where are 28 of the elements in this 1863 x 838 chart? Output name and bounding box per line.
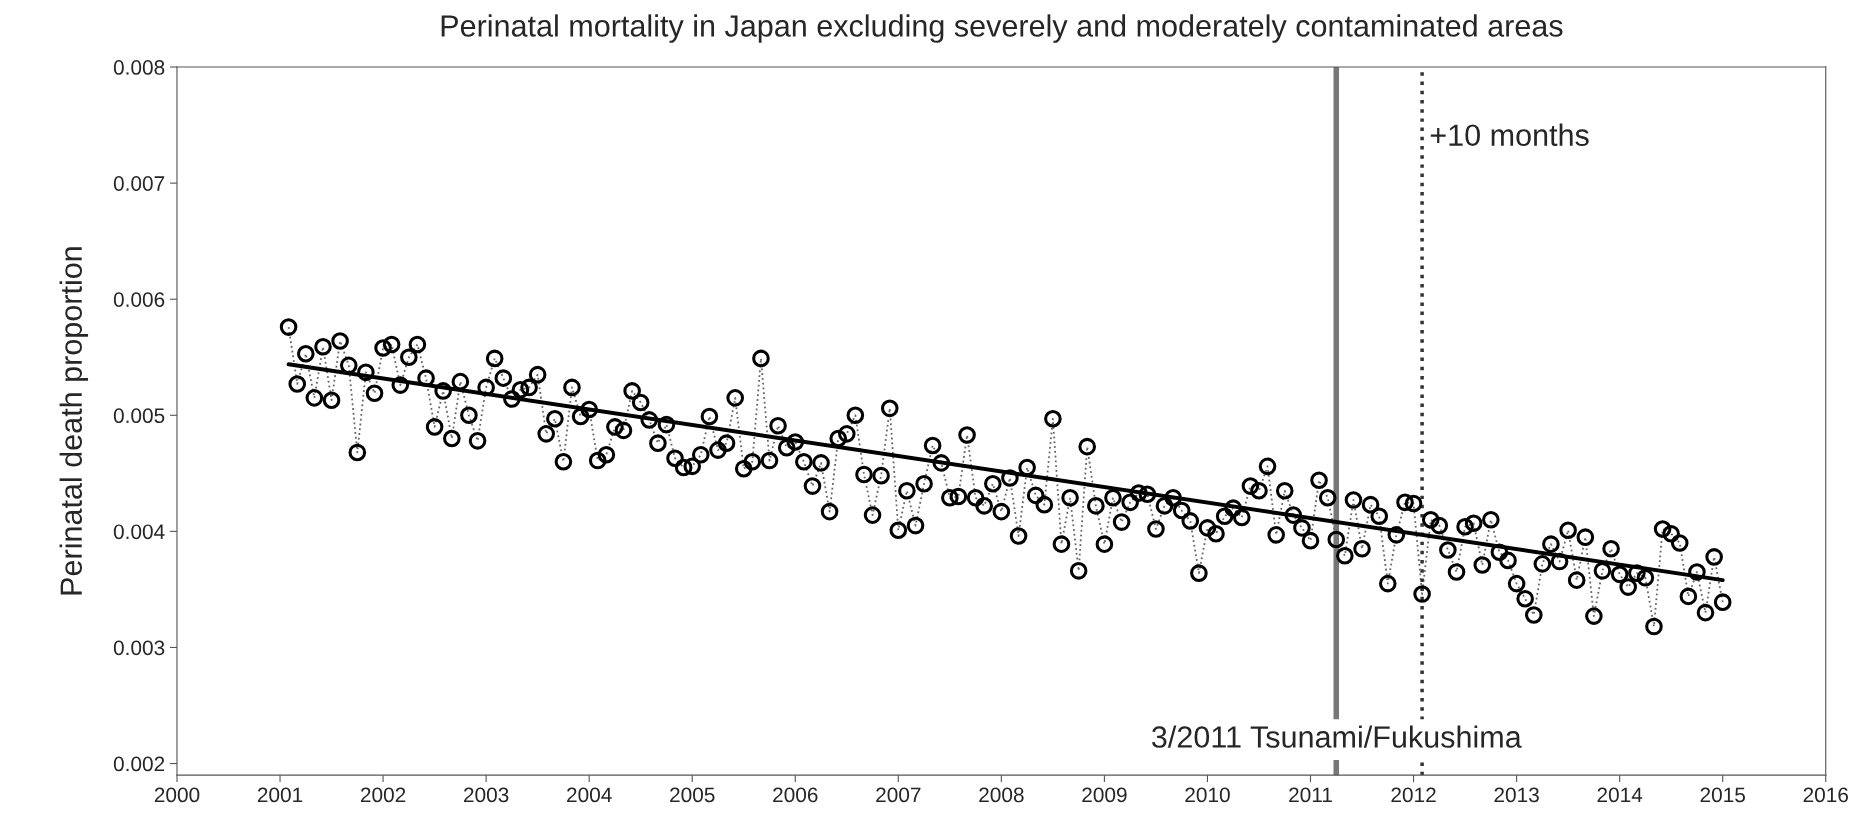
x-tick-label: 2005 bbox=[670, 787, 715, 803]
x-tick-label: 2009 bbox=[1082, 787, 1127, 803]
x-tick-label: 2010 bbox=[1185, 787, 1230, 803]
x-tick-label: 2013 bbox=[1494, 787, 1539, 803]
y-tick-label: 0.006 bbox=[113, 292, 165, 307]
y-tick-label: 0.002 bbox=[113, 756, 165, 772]
x-tick-label: 2001 bbox=[257, 787, 303, 803]
x-tick-label: 2004 bbox=[567, 787, 612, 803]
x-tick-label: 2000 bbox=[154, 787, 200, 803]
x-tick-label: 2012 bbox=[1391, 787, 1436, 803]
y-axis-title: Perinatal death proportion bbox=[59, 247, 89, 595]
ref-line-label: +10 months bbox=[1430, 123, 1589, 147]
x-tick-label: 2011 bbox=[1289, 787, 1332, 803]
x-tick-label: 2015 bbox=[1700, 787, 1745, 803]
y-tick-label: 0.008 bbox=[113, 60, 165, 75]
x-tick-label: 2002 bbox=[360, 787, 406, 803]
ref-line-label: 3/2011 Tsunami/Fukushima bbox=[1152, 725, 1522, 748]
y-tick-label: 0.005 bbox=[113, 408, 165, 424]
y-tick-label: 0.007 bbox=[113, 176, 165, 191]
x-tick-label: 2008 bbox=[979, 787, 1024, 803]
y-tick-label: 0.004 bbox=[113, 524, 165, 540]
x-tick-label: 2007 bbox=[876, 787, 921, 803]
x-tick-label: 2016 bbox=[1803, 787, 1848, 803]
y-tick-label: 0.003 bbox=[113, 640, 165, 656]
x-tick-label: 2003 bbox=[464, 787, 509, 803]
x-tick-label: 2014 bbox=[1597, 787, 1643, 803]
x-tick-label: 2006 bbox=[773, 787, 818, 803]
chart-title: Perinatal mortality in Japan excluding severely and moderately contaminated areas bbox=[441, 14, 1563, 43]
